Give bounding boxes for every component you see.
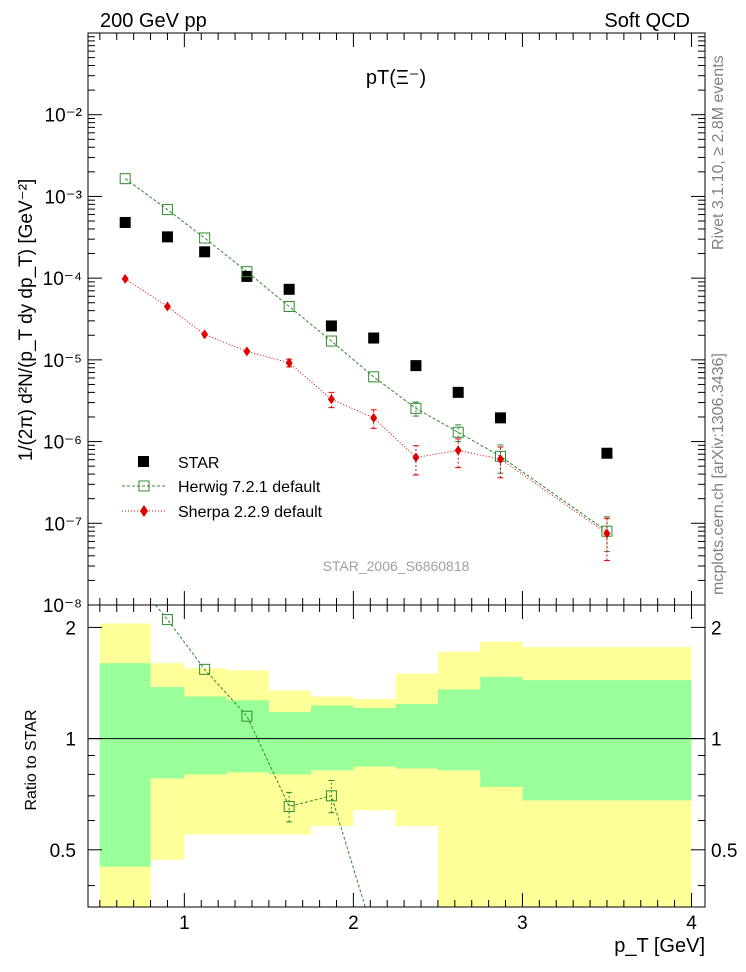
main-series xyxy=(119,173,613,562)
main-panel: 10⁻⁸ 10⁻⁷ 10⁻⁶ 10⁻⁵ 10⁻⁴ 10⁻³ 10⁻² pT(Ξ⁻) 1/(2… xyxy=(16,32,706,617)
ratio-herwig-point xyxy=(161,614,173,626)
ratio-panel: 0.5 0.5 1 1 2 2 1 2 3 4 Ratio to STAR p_T [GeV] xyxy=(23,604,737,957)
legend-star-label: STAR xyxy=(178,455,219,472)
sherpa-point xyxy=(412,452,420,463)
herwig-point xyxy=(161,204,173,216)
star-point xyxy=(119,216,131,228)
star-point xyxy=(410,360,422,372)
herwig-point xyxy=(199,232,211,244)
ratio-inner-band xyxy=(311,705,354,771)
ratio-inner-band xyxy=(268,712,312,775)
y-tick-label: 10⁻⁸ xyxy=(43,596,82,617)
ratio-x-axis-label: p_T [GeV] xyxy=(614,935,705,957)
x-tick-label: 2 xyxy=(348,913,359,934)
x-tick-label: 1 xyxy=(179,913,190,934)
ratio-herwig-point xyxy=(241,710,253,722)
legend-herwig-label: Herwig 7.2.1 default xyxy=(178,479,321,496)
star-point xyxy=(601,447,613,459)
ratio-inner-band xyxy=(522,680,692,801)
y-tick-label: 10⁻⁴ xyxy=(43,269,82,290)
ratio-herwig-point xyxy=(325,790,337,802)
header-left: 200 GeV pp xyxy=(100,10,207,32)
ratio-inner-band xyxy=(150,686,185,779)
main-title: pT(Ξ⁻) xyxy=(366,67,426,89)
herwig-point xyxy=(119,173,131,185)
sherpa-point xyxy=(603,528,611,539)
star-point xyxy=(494,412,506,424)
sherpa-line xyxy=(124,278,608,534)
sherpa-point xyxy=(454,445,462,456)
ratio-inner-band xyxy=(99,663,151,867)
herwig-point xyxy=(283,300,295,312)
legend-sherpa-label: Sherpa 2.2.9 default xyxy=(178,504,323,521)
star-point xyxy=(368,332,380,344)
ratio-series xyxy=(155,605,366,907)
herwig-point xyxy=(368,371,380,383)
ratio-herwig-point xyxy=(283,800,295,812)
legend-item-sherpa: Sherpa 2.2.9 default xyxy=(122,504,323,521)
star-point xyxy=(325,320,337,332)
ratio-inner-band xyxy=(353,708,396,767)
rivet-label: Rivet 3.1.10, ≥ 2.8M events xyxy=(710,55,727,250)
star-point xyxy=(283,283,295,295)
sherpa-point xyxy=(496,454,504,465)
legend-sherpa-marker xyxy=(140,505,148,517)
herwig-point xyxy=(325,335,337,347)
sherpa-point xyxy=(201,329,209,340)
ratio-y-tick-label-right: 0.5 xyxy=(711,841,737,862)
y-tick-label: 10⁻² xyxy=(45,106,83,127)
ratio-inner-band xyxy=(184,696,227,775)
herwig-point xyxy=(410,402,422,414)
sherpa-point xyxy=(243,346,251,357)
ratio-x-ticks: 1 2 3 4 xyxy=(99,605,697,934)
ratio-y-tick-label: 0.5 xyxy=(50,841,76,862)
legend-item-herwig: Herwig 7.2.1 default xyxy=(122,479,321,496)
sherpa-point xyxy=(370,412,378,423)
y-tick-label: 10⁻⁵ xyxy=(43,351,82,372)
mcplots-label: mcplots.cern.ch [arXiv:1306.3436] xyxy=(710,353,727,595)
star-point xyxy=(161,231,173,243)
sherpa-point xyxy=(285,357,293,368)
x-tick-label: 3 xyxy=(517,913,528,934)
legend-star-marker xyxy=(138,456,149,467)
star-point xyxy=(199,246,211,258)
sherpa-point xyxy=(121,273,129,284)
ratio-y-tick-label-right: 1 xyxy=(711,730,722,751)
herwig-line xyxy=(124,178,608,532)
ratio-y-axis-label: Ratio to STAR xyxy=(23,709,40,810)
legend-herwig-marker xyxy=(138,480,150,492)
sherpa-point xyxy=(163,301,171,312)
main-y-ticks: 10⁻⁸ 10⁻⁷ 10⁻⁶ 10⁻⁵ 10⁻⁴ 10⁻³ 10⁻² xyxy=(43,36,705,617)
ratio-bands xyxy=(99,623,692,907)
ratio-y-tick-label: 2 xyxy=(65,618,76,639)
ratio-y-tick-label-right: 2 xyxy=(711,618,722,639)
ratio-inner-band xyxy=(395,704,438,769)
ratio-inner-band xyxy=(437,689,481,771)
y-tick-label: 10⁻⁶ xyxy=(43,433,82,454)
sherpa-point xyxy=(327,394,335,405)
main-y-axis-label: 1/(2π) d²N/(p_T dy dp_T) [GeV⁻²] xyxy=(16,179,37,462)
ratio-inner-band xyxy=(480,676,523,787)
x-tick-label: 4 xyxy=(686,913,697,934)
watermark: STAR_2006_S6860818 xyxy=(323,558,470,574)
herwig-point xyxy=(241,266,253,278)
ratio-herwig-point xyxy=(199,663,211,675)
y-tick-label: 10⁻⁷ xyxy=(44,514,82,535)
legend: STAR Herwig 7.2.1 default Sherpa 2.2.9 d… xyxy=(122,455,323,521)
ratio-inner-band xyxy=(226,700,269,773)
header-right: Soft QCD xyxy=(604,10,690,32)
herwig-point xyxy=(452,426,464,438)
main-x-ticks xyxy=(99,33,692,605)
legend-item-star: STAR xyxy=(138,455,219,472)
star-point xyxy=(452,386,464,398)
ratio-y-tick-label: 1 xyxy=(65,730,76,751)
ratio-y-ticks: 0.5 0.5 1 1 2 2 xyxy=(50,618,737,887)
y-tick-label: 10⁻³ xyxy=(45,187,83,208)
